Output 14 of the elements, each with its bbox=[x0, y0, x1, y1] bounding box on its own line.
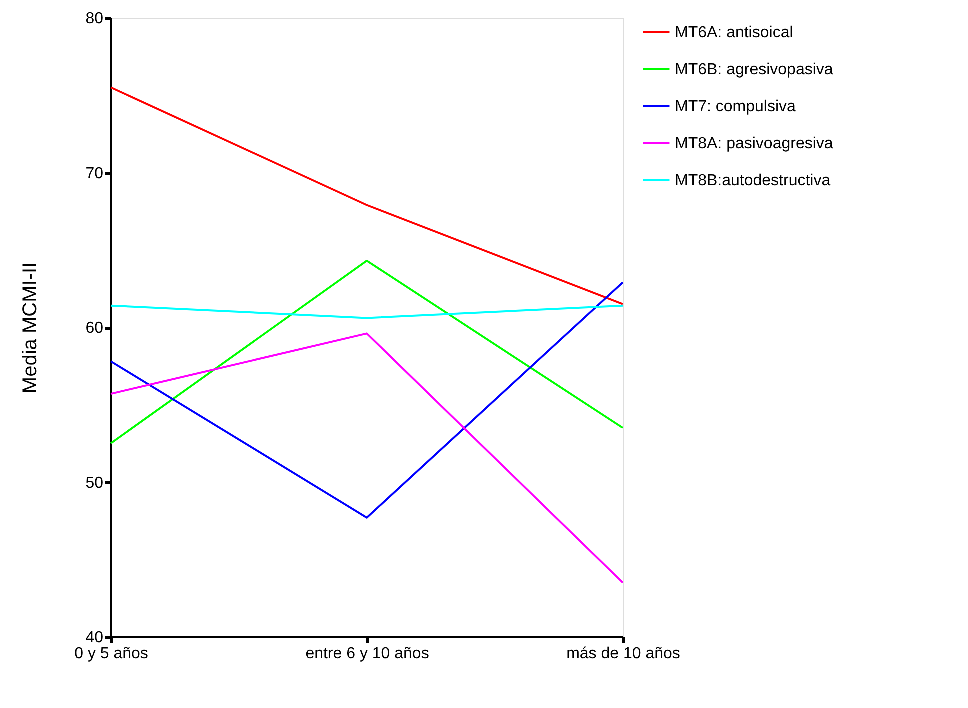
legend-label: MT8B:autodestructiva bbox=[675, 172, 831, 190]
y-tick-label: 50 bbox=[86, 474, 104, 492]
legend-label: MT7: compulsiva bbox=[675, 98, 796, 116]
y-tick-label: 80 bbox=[86, 10, 104, 28]
x-tick-label: entre 6 y 10 años bbox=[306, 646, 430, 662]
x-tick-label: 0 y 5 años bbox=[74, 646, 148, 662]
legend-label: MT6A: antisoical bbox=[675, 24, 794, 42]
y-tick-label: 70 bbox=[86, 165, 104, 182]
x-tick-label: más de 10 años bbox=[566, 646, 680, 662]
y-tick-label: 60 bbox=[86, 320, 104, 337]
y-tick-label: 40 bbox=[86, 630, 104, 646]
legend-label: MT8A: pasivoagresiva bbox=[675, 136, 834, 152]
legend-label: MT6B: agresivopasiva bbox=[675, 62, 834, 78]
y-axis-title: Media MCMI-II bbox=[20, 262, 42, 394]
